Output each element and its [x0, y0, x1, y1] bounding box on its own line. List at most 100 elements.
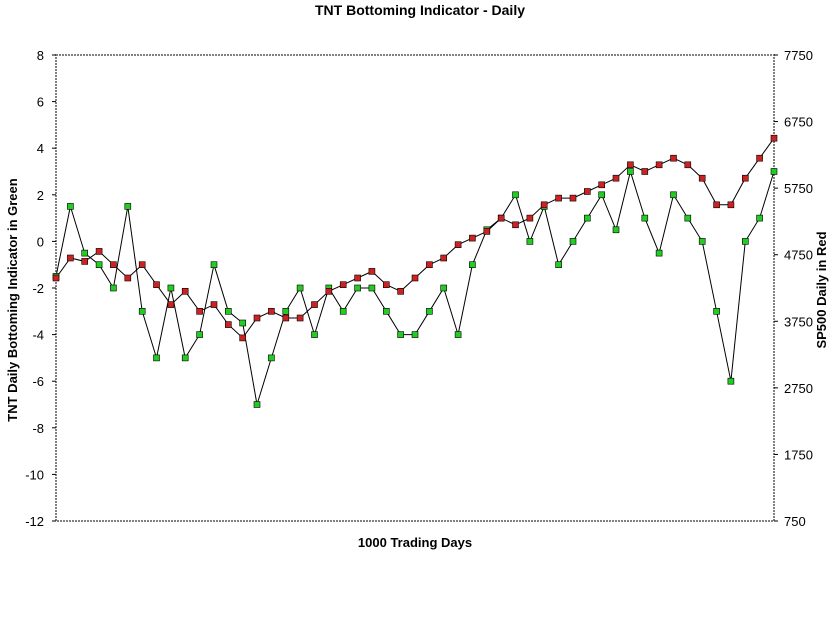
green-data-point: [225, 307, 232, 315]
green-data-point: [382, 307, 390, 315]
green-data-point: [210, 261, 218, 269]
chart-title: TNT Bottoming Indicator - Daily: [315, 2, 525, 18]
right-tick-label: 750: [784, 514, 806, 529]
green-data-point: [411, 331, 419, 338]
red-data-point: [196, 307, 203, 315]
green-data-point: [612, 226, 620, 234]
red-data-point: [339, 281, 347, 289]
green-data-point: [713, 307, 720, 315]
green-data-point: [239, 319, 246, 327]
green-data-point: [469, 261, 476, 269]
red-data-point: [627, 161, 634, 169]
right-tick-label: 6750: [784, 115, 813, 130]
red-data-point: [52, 274, 60, 282]
red-data-point: [670, 154, 677, 162]
green-data-point: [598, 191, 606, 199]
red-data-point: [382, 281, 390, 289]
green-data-point: [741, 238, 749, 245]
green-data-point: [282, 307, 290, 315]
red-data-point: [239, 334, 246, 342]
series-red-points: [52, 134, 778, 342]
left-tick-label: -10: [25, 467, 44, 482]
red-data-point: [641, 168, 649, 175]
series-line: [55, 169, 775, 405]
red-data-point: [268, 307, 275, 315]
right-axis-ticks: 7750 6750 5750 4750 3750 2750 1750 750: [774, 48, 813, 529]
red-data-point: [181, 287, 189, 295]
red-data-point: [95, 248, 103, 255]
left-tick-label: 2: [37, 188, 44, 203]
green-data-point: [268, 354, 275, 362]
green-data-point: [296, 284, 304, 292]
green-data-point: [627, 168, 634, 175]
green-data-point: [684, 214, 692, 222]
red-data-point: [325, 287, 333, 295]
green-data-point: [698, 238, 706, 245]
red-data-point: [311, 301, 318, 308]
red-data-point: [426, 261, 433, 269]
green-data-point: [569, 238, 577, 245]
green-data-point: [440, 284, 448, 292]
green-data-point: [426, 307, 433, 315]
green-data-point: [81, 249, 88, 257]
red-data-point: [756, 154, 763, 162]
red-data-point: [741, 174, 749, 182]
left-tick-label: 0: [37, 234, 44, 249]
red-data-point: [655, 161, 663, 169]
red-data-point: [698, 174, 706, 182]
y-axis-right-label: SP500 Daily in Red: [814, 231, 829, 348]
red-data-point: [483, 228, 491, 235]
red-data-point: [153, 281, 160, 289]
green-data-point: [311, 331, 318, 338]
green-data-point: [512, 191, 519, 199]
green-data-point: [253, 401, 261, 408]
x-axis-label: 1000 Trading Days: [358, 535, 472, 550]
red-data-point: [612, 174, 620, 182]
series-red-line: [55, 137, 775, 339]
right-tick-label: 2750: [784, 381, 813, 396]
left-tick-label: -2: [32, 281, 44, 296]
green-data-point: [95, 261, 103, 269]
red-data-point: [454, 241, 462, 248]
left-tick-label: -6: [32, 374, 44, 389]
red-data-point: [81, 258, 88, 265]
red-data-point: [598, 181, 606, 189]
series-green-points: [52, 168, 778, 408]
green-data-point: [756, 214, 763, 222]
right-tick-label: 1750: [784, 447, 813, 462]
green-data-point: [655, 249, 663, 257]
green-data-point: [67, 203, 74, 210]
red-data-point: [727, 201, 735, 209]
red-data-point: [110, 261, 117, 269]
left-tick-label: 4: [37, 141, 44, 156]
left-tick-label: -12: [25, 514, 44, 529]
green-data-point: [138, 307, 146, 315]
green-data-point: [670, 191, 677, 199]
left-tick-label: -4: [32, 328, 44, 343]
red-data-point: [397, 287, 404, 295]
red-data-point: [124, 274, 132, 282]
green-data-point: [181, 354, 189, 362]
green-data-point: [454, 331, 462, 338]
series-green-line: [55, 169, 775, 405]
left-tick-label: 6: [37, 95, 44, 110]
green-data-point: [110, 284, 117, 292]
green-data-point: [368, 284, 376, 292]
red-data-point: [540, 201, 548, 209]
red-data-point: [368, 268, 376, 275]
green-data-point: [354, 284, 361, 292]
green-data-point: [770, 168, 778, 175]
left-tick-label: -8: [32, 421, 44, 436]
red-data-point: [354, 274, 361, 282]
green-data-point: [339, 307, 347, 315]
red-data-point: [512, 221, 519, 229]
red-data-point: [253, 314, 261, 322]
right-tick-label: 5750: [784, 181, 813, 196]
red-data-point: [210, 301, 218, 308]
green-data-point: [196, 331, 203, 338]
green-data-point: [727, 377, 735, 385]
plot-frame: [55, 54, 775, 522]
green-data-point: [167, 284, 175, 292]
green-data-point: [583, 214, 591, 222]
